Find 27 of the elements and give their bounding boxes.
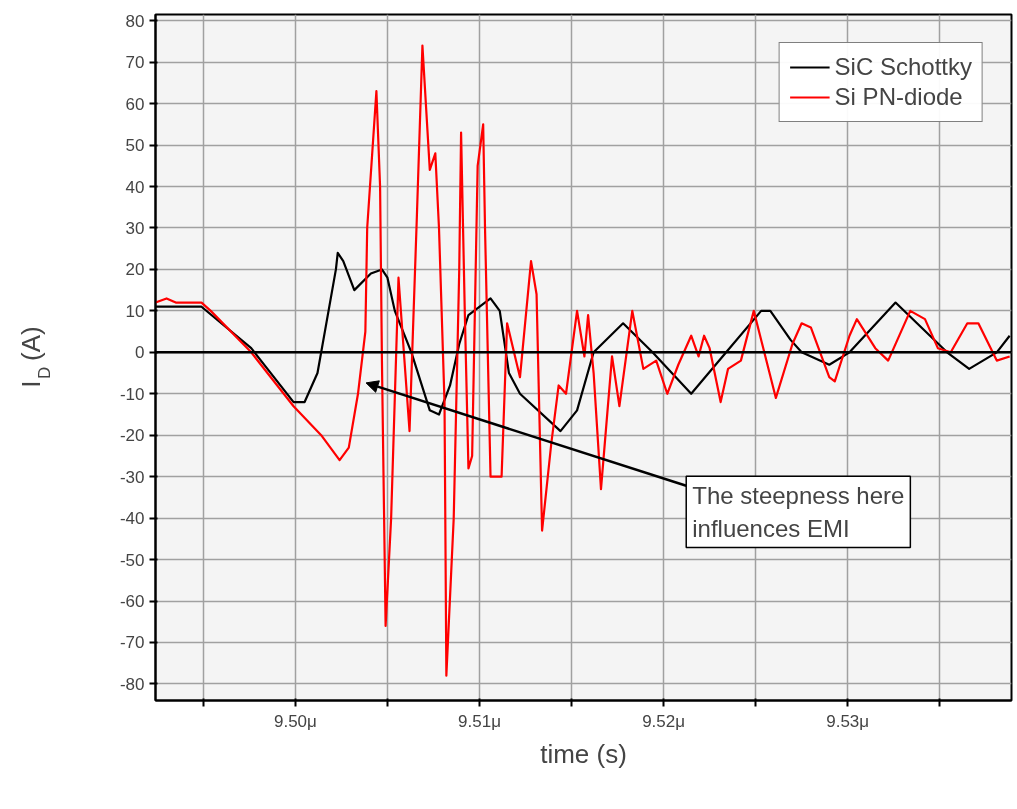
y-axis-title: ID (A): [15, 326, 54, 388]
legend-label: Si PN-diode: [834, 83, 963, 111]
x-tick-label: 9.52μ: [642, 711, 686, 731]
y-tick-label: -20: [119, 426, 145, 446]
y-tick-label: 50: [125, 136, 145, 156]
annotation: The steepness here influences EMI: [692, 482, 905, 542]
y-tick-label: 60: [125, 94, 145, 114]
y-tick-label: 0: [135, 343, 145, 363]
y-tick-label: -40: [119, 509, 145, 529]
y-tick-label: 70: [125, 53, 145, 73]
y-tick-label: 30: [125, 218, 145, 238]
y-tick-label: -70: [119, 633, 145, 653]
x-tick-label: 9.51μ: [458, 711, 501, 731]
y-tick-label: -50: [119, 550, 145, 570]
y-tick-label: -10: [119, 384, 145, 404]
y-tick-label: 80: [125, 11, 145, 31]
y-tick-label: -30: [119, 467, 145, 487]
y-tick-label: -80: [119, 674, 145, 694]
y-tick-label: 20: [125, 260, 145, 280]
y-tick-label: -60: [119, 592, 145, 612]
x-tick-label: 9.53μ: [826, 711, 870, 731]
y-tick-label: 10: [125, 301, 145, 321]
line-series: [155, 44, 1011, 677]
x-tick-label: 9.50μ: [273, 711, 317, 731]
legend-label: SiC Schottky: [834, 53, 972, 81]
x-axis-title: time (s): [540, 738, 627, 769]
y-tick-label: 40: [125, 177, 145, 197]
